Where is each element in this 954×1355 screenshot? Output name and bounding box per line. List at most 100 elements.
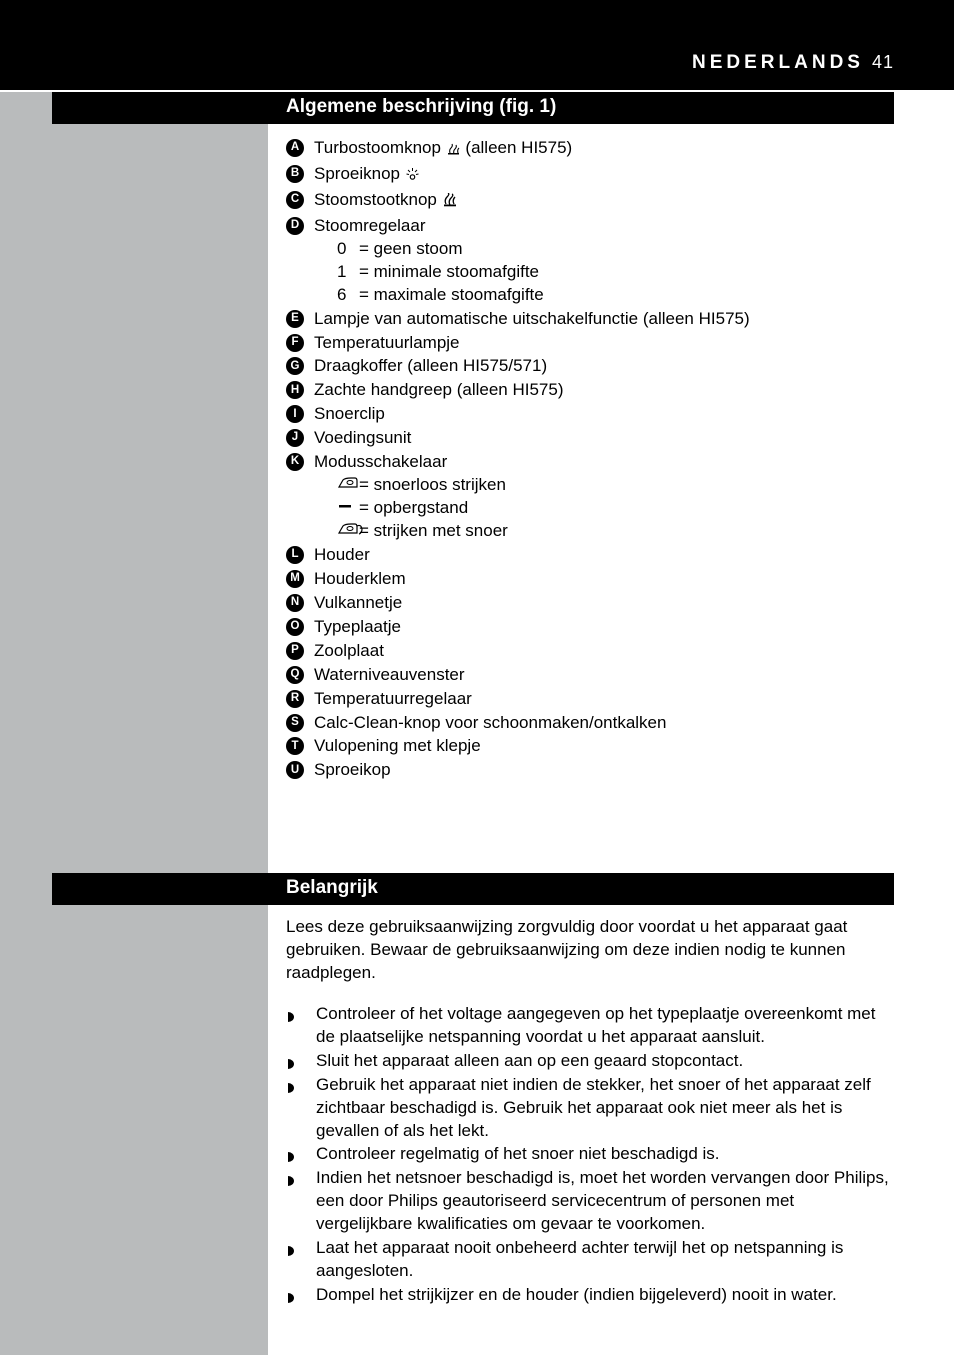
sub-key: 1 xyxy=(337,261,359,284)
letter-marker: D xyxy=(286,217,304,235)
definition-item: RTemperatuurregelaar xyxy=(286,688,894,711)
definition-item: NVulkannetje xyxy=(286,592,894,615)
definition-suffix: (alleen HI575) xyxy=(465,138,572,157)
definition-label: Zoolplaat xyxy=(314,641,384,660)
definition-label: Stoomregelaar xyxy=(314,216,426,235)
letter-marker: O xyxy=(286,618,304,636)
definition-label: Zachte handgreep (alleen HI575) xyxy=(314,380,564,399)
definition-label: Draagkoffer (alleen HI575/571) xyxy=(314,356,547,375)
definition-subitem: 0= geen stoom xyxy=(337,238,544,261)
definition-label: Stoomstootknop xyxy=(314,190,437,209)
bullet-text: Gebruik het apparaat niet indien de stek… xyxy=(316,1074,894,1143)
left-margin xyxy=(0,92,268,1355)
definition-label: Modusschakelaar xyxy=(314,452,447,471)
definition-label: Houder xyxy=(314,545,370,564)
sub-key: 6 xyxy=(337,284,359,307)
section-heading-2: Belangrijk xyxy=(52,873,894,905)
bullet-marker-icon xyxy=(286,1008,300,1022)
letter-marker: F xyxy=(286,334,304,352)
definition-subitem: = snoerloos strijken xyxy=(337,474,508,497)
sub-text: = snoerloos strijken xyxy=(359,474,506,497)
header-language: NEDERLANDS41 xyxy=(692,50,894,76)
letter-marker: R xyxy=(286,690,304,708)
definition-item: B Sproeiknop xyxy=(286,163,894,188)
letter-marker: I xyxy=(286,405,304,423)
definition-label: Houderklem xyxy=(314,569,406,588)
bullet-item: Controleer regelmatig of het snoer niet … xyxy=(286,1143,894,1166)
header-bar xyxy=(0,0,954,90)
definition-item: I Snoerclip xyxy=(286,403,894,426)
letter-marker: H xyxy=(286,381,304,399)
definition-label: Snoerclip xyxy=(314,404,385,423)
iron-nocord-icon xyxy=(337,474,359,497)
definition-label: Waterniveauvenster xyxy=(314,665,465,684)
definition-label: Calc-Clean-knop voor schoonmaken/ontkalk… xyxy=(314,713,666,732)
dash-icon xyxy=(337,497,359,520)
sub-text: = maximale stoomafgifte xyxy=(359,284,544,307)
letter-marker: E xyxy=(286,310,304,328)
bullet-marker-icon xyxy=(286,1148,300,1162)
sub-text: = geen stoom xyxy=(359,238,463,261)
definition-label: Turbostoomknop xyxy=(314,138,441,157)
sub-text: = strijken met snoer xyxy=(359,520,508,543)
definition-item: Q Waterniveauvenster xyxy=(286,664,894,687)
important-block: Lees deze gebruiksaanwijzing zorgvuldig … xyxy=(286,916,894,1308)
bullet-item: Gebruik het apparaat niet indien de stek… xyxy=(286,1074,894,1143)
letter-marker: J xyxy=(286,429,304,447)
definition-item: USproeikop xyxy=(286,759,894,782)
definition-item: C Stoomstootknop xyxy=(286,189,894,214)
definition-item: PZoolplaat xyxy=(286,640,894,663)
definition-subitem: = opbergstand xyxy=(337,497,508,520)
definition-item: ATurbostoomknop (alleen HI575) xyxy=(286,137,894,162)
bullet-marker-icon xyxy=(286,1079,300,1093)
definition-subitem: 1= minimale stoomafgifte xyxy=(337,261,544,284)
definition-label: Vulopening met klepje xyxy=(314,736,481,755)
definition-label: Typeplaatje xyxy=(314,617,401,636)
letter-marker: G xyxy=(286,357,304,375)
definition-item: K Modusschakelaar = snoerloos strijken= op… xyxy=(286,451,894,543)
letter-marker: K xyxy=(286,453,304,471)
iron-cord-icon xyxy=(337,520,359,543)
definition-label: Voedingsunit xyxy=(314,428,411,447)
definitions-block: ATurbostoomknop (alleen HI575) B Sproeikno… xyxy=(286,137,894,783)
definition-item: O Typeplaatje xyxy=(286,616,894,639)
definition-subitem: 6= maximale stoomafgifte xyxy=(337,284,544,307)
letter-marker: C xyxy=(286,191,304,209)
definition-item: J Voedingsunit xyxy=(286,427,894,450)
definition-item: SCalc-Clean-knop voor schoonmaken/ontkal… xyxy=(286,712,894,735)
bullet-text: Controleer regelmatig of het snoer niet … xyxy=(316,1143,720,1166)
letter-marker: U xyxy=(286,761,304,779)
definition-item: G Draagkoffer (alleen HI575/571) xyxy=(286,355,894,378)
sub-key: 0 xyxy=(337,238,359,261)
steam-big-icon xyxy=(443,191,457,214)
bullet-text: Laat het apparaat nooit onbeheerd achter… xyxy=(316,1237,894,1283)
definition-label: Sproeiknop xyxy=(314,164,400,183)
definition-label: Vulkannetje xyxy=(314,593,402,612)
definition-subitem: = strijken met snoer xyxy=(337,520,508,543)
bullet-item: Controleer of het voltage aangegeven op … xyxy=(286,1003,894,1049)
steam-small-icon xyxy=(447,139,460,162)
letter-marker: B xyxy=(286,165,304,183)
section-heading-1: Algemene beschrijving (fig. 1) xyxy=(52,92,894,124)
definition-label: Temperatuurlampje xyxy=(314,333,460,352)
definition-item: D Stoomregelaar 0= geen stoom1= minimale s… xyxy=(286,215,894,307)
bullet-marker-icon xyxy=(286,1172,300,1186)
definition-item: MHouderklem xyxy=(286,568,894,591)
letter-marker: Q xyxy=(286,666,304,684)
letter-marker: T xyxy=(286,737,304,755)
definition-item: ELampje van automatische uitschakelfunct… xyxy=(286,308,894,331)
definition-item: H Zachte handgreep (alleen HI575) xyxy=(286,379,894,402)
definition-item: F Temperatuurlampje xyxy=(286,332,894,355)
sub-text: = minimale stoomafgifte xyxy=(359,261,539,284)
page-number: 41 xyxy=(872,52,894,72)
definition-sublist: = snoerloos strijken= opbergstand= strij… xyxy=(337,474,508,543)
bullet-marker-icon xyxy=(286,1289,300,1303)
bullet-marker-icon xyxy=(286,1242,300,1256)
bullet-item: Laat het apparaat nooit onbeheerd achter… xyxy=(286,1237,894,1283)
bullet-text: Indien het netsnoer beschadigd is, moet … xyxy=(316,1167,894,1236)
bullet-marker-icon xyxy=(286,1055,300,1069)
definition-item: LHouder xyxy=(286,544,894,567)
definition-item: T Vulopening met klepje xyxy=(286,735,894,758)
bullet-text: Sluit het apparaat alleen aan op een gea… xyxy=(316,1050,743,1073)
intro-paragraph: Lees deze gebruiksaanwijzing zorgvuldig … xyxy=(286,916,894,985)
